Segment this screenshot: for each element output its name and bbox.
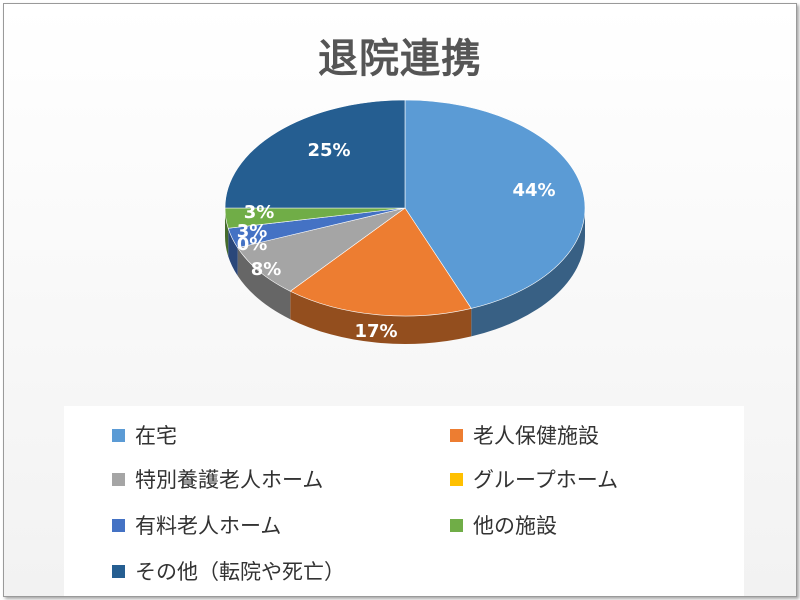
- data-label-roken: 17%: [354, 321, 397, 342]
- legend-item-zaitaku: 在宅: [112, 420, 177, 450]
- legend-label: 在宅: [135, 424, 177, 448]
- legend-swatch: [450, 472, 463, 486]
- legend-swatch: [112, 518, 125, 532]
- pie-side-roken: [290, 291, 472, 344]
- legend-item-roken: 老人保健施設: [450, 420, 599, 450]
- data-label-other: 25%: [307, 140, 350, 161]
- pie-side-other-facility: [225, 208, 229, 257]
- chart-frame: 退院連携 44% 17% 8% 0% 3% 3% 25% 在宅 老人保健施設 特別養護老人ホ…: [3, 3, 797, 597]
- data-label-zaitaku: 44%: [512, 180, 555, 201]
- pie-side-zaitaku: [471, 208, 586, 337]
- legend-item-tokuyo: 特別養護老人ホーム: [112, 464, 323, 494]
- legend-label: グループホーム: [473, 468, 619, 492]
- legend-swatch: [112, 564, 125, 578]
- legend-swatch: [450, 518, 463, 532]
- data-label-yuryo: 3%: [237, 221, 268, 242]
- legend: 在宅 老人保健施設 特別養護老人ホーム グループホーム 有料老人ホーム 他の施設…: [64, 406, 744, 596]
- legend-label: その他（転院や死亡）: [135, 560, 345, 584]
- legend-label: 有料老人ホーム: [135, 514, 282, 538]
- legend-item-group-home: グループホーム: [450, 464, 618, 494]
- data-label-other-facility: 3%: [244, 202, 275, 223]
- legend-swatch: [112, 472, 125, 486]
- legend-item-other: その他（転院や死亡）: [112, 556, 345, 586]
- legend-item-yuryo: 有料老人ホーム: [112, 510, 281, 540]
- legend-swatch: [450, 428, 463, 442]
- pie-slice-other: [224, 99, 406, 209]
- pie-slice-zaitaku: [404, 99, 586, 309]
- pie-sides: [225, 208, 586, 344]
- pie-labels: 44%17%8%0%3%3%25%: [237, 140, 556, 342]
- legend-label: 老人保健施設: [473, 424, 599, 448]
- data-label-group-home: 0%: [237, 234, 268, 255]
- legend-item-other-facility: 他の施設: [450, 510, 557, 540]
- pie-slice-tokuyo: [237, 207, 406, 292]
- data-label-tokuyo: 8%: [251, 259, 282, 280]
- legend-label: 特別養護老人ホーム: [135, 468, 324, 492]
- pie-slice-roken: [289, 207, 472, 317]
- pie-side-yuryo: [228, 228, 238, 276]
- pie-slices: [224, 99, 586, 317]
- pie-side-tokuyo: [237, 247, 291, 320]
- chart-title: 退院連携: [318, 36, 482, 82]
- legend-swatch: [112, 428, 125, 442]
- pie-chart: 44%17%8%0%3%3%25%: [224, 99, 586, 344]
- legend-label: 他の施設: [473, 514, 557, 538]
